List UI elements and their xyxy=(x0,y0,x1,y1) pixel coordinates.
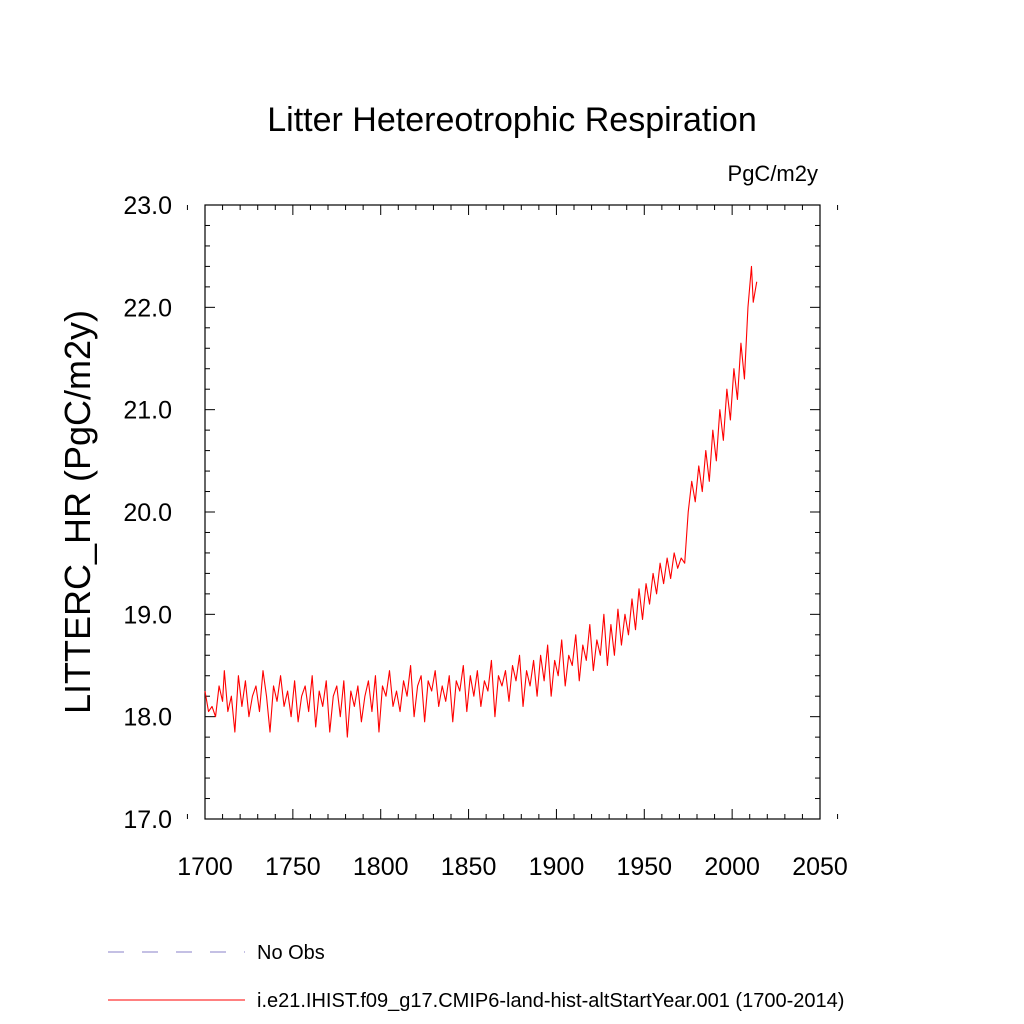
series-line-1 xyxy=(204,265,758,738)
legend: No Obs i.e21.IHIST.f09_g17.CMIP6-land-his… xyxy=(108,942,844,1012)
x-tick-label: 1750 xyxy=(265,853,321,881)
x-tick-label: 1700 xyxy=(177,853,233,881)
y-axis-label: LITTERC_HR (PgC/m2y) xyxy=(57,310,98,714)
x-tick-label: 1900 xyxy=(529,853,585,881)
x-tick-label: 1800 xyxy=(353,853,409,881)
plot-frame xyxy=(204,204,821,820)
y-tick-label: 22.0 xyxy=(123,294,172,322)
y-tick-label: 19.0 xyxy=(123,601,172,629)
y-tick-label: 21.0 xyxy=(123,397,172,425)
y-tick-label: 17.0 xyxy=(123,806,172,834)
legend-label-1: i.e21.IHIST.f09_g17.CMIP6-land-hist-altS… xyxy=(257,990,844,1012)
legend-label-0: No Obs xyxy=(257,942,325,964)
x-tick-label: 1850 xyxy=(441,853,497,881)
y-tick-label: 18.0 xyxy=(123,704,172,732)
units-label: PgC/m2y xyxy=(728,161,818,186)
axes: 17.0 18.0 19.0 20.0 21.0 22.0 23.0 1700 1750 1800… xyxy=(123,192,847,881)
x-tick-label: 2000 xyxy=(704,853,760,881)
x-tick-label: 2050 xyxy=(792,853,848,881)
y-tick-label: 20.0 xyxy=(123,499,172,527)
x-tick-label: 1950 xyxy=(616,853,672,881)
y-tick-label: 23.0 xyxy=(123,192,172,220)
chart-title: Litter Hetereotrophic Respiration xyxy=(267,101,756,139)
series-layer xyxy=(204,265,758,738)
